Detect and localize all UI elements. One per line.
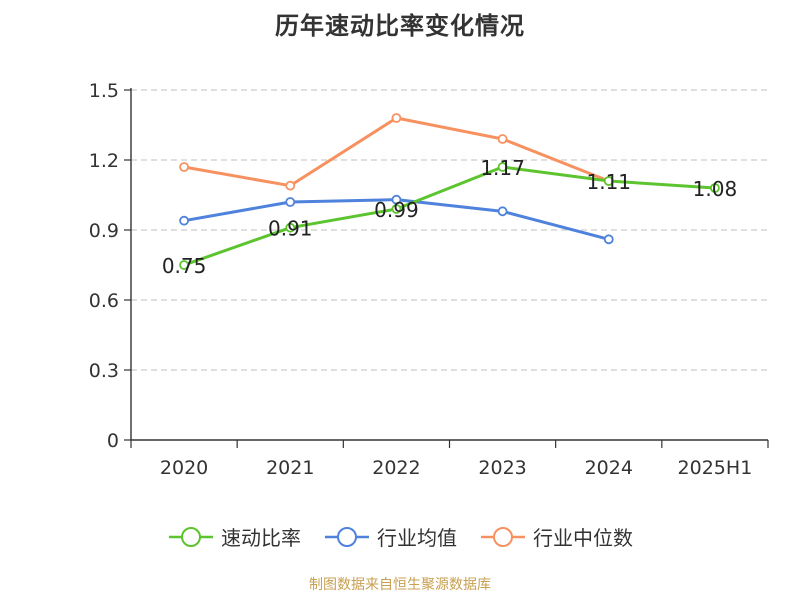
legend-label: 行业均值: [377, 526, 457, 550]
series-line: [183, 116, 610, 188]
y-tick-label: 0.3: [89, 360, 119, 382]
legend-label: 速动比率: [221, 526, 301, 550]
data-point: [179, 162, 189, 172]
data-point: [391, 194, 402, 205]
data-point: [603, 234, 614, 245]
y-tick-label: 0.6: [89, 290, 119, 312]
chart-title: 历年速动比率变化情况: [275, 12, 525, 40]
data-point: [497, 206, 508, 217]
legend-label: 行业中位数: [533, 526, 633, 550]
data-point: [391, 204, 402, 214]
data-labels: 0.75 0.91 0.99 1.17 1.11 1.08: [162, 156, 737, 278]
data-point: [603, 176, 614, 186]
data-point: [497, 134, 508, 144]
legend-line-circle-icon: [481, 526, 525, 547]
data-point: [179, 215, 189, 226]
x-tick-label: 2021: [266, 457, 314, 479]
data-point: [285, 222, 296, 233]
data-label: 1.17: [480, 156, 525, 180]
data-label: 0.75: [162, 254, 207, 278]
data-point: [285, 197, 296, 207]
data-point: [285, 180, 296, 191]
data-point: [179, 260, 189, 270]
x-tick-label: 2020: [160, 457, 208, 479]
x-tick-label: 2024: [585, 457, 633, 479]
legend: 速动比率 行业均值 行业中位数: [0, 522, 800, 551]
legend-line-circle-icon: [169, 526, 213, 547]
data-label: 1.08: [693, 177, 738, 201]
x-tick-label: 2022: [372, 457, 420, 479]
series-lines: [179, 113, 720, 270]
legend-item-quick-ratio[interactable]: 速动比率: [167, 522, 301, 551]
y-tick-label: 1.5: [89, 80, 119, 102]
data-label: 0.91: [268, 217, 313, 241]
data-label: 1.11: [586, 170, 631, 194]
legend-item-industry-median[interactable]: 行业中位数: [479, 522, 633, 551]
series-line: [183, 165, 716, 267]
y-tick-label: 1.2: [89, 150, 119, 172]
x-tick-label: 2025H1: [678, 457, 753, 479]
data-point: [391, 113, 402, 123]
grid-lines: [131, 89, 768, 371]
data-point: [497, 162, 508, 172]
y-tick-label: 0: [107, 430, 119, 452]
data-point: [710, 183, 720, 193]
x-tick-label: 2023: [478, 457, 526, 479]
y-tick-label: 0.9: [89, 220, 119, 242]
source-note: 制图数据来自恒生聚源数据库: [309, 577, 491, 593]
axes: 0 0.3 0.6 0.9 1.2 1.5 2020 2021 2022 2023 2024 2025…: [89, 80, 769, 479]
legend-item-industry-mean[interactable]: 行业均值: [323, 522, 457, 551]
legend-line-circle-icon: [325, 526, 369, 547]
data-label: 0.99: [374, 198, 419, 222]
